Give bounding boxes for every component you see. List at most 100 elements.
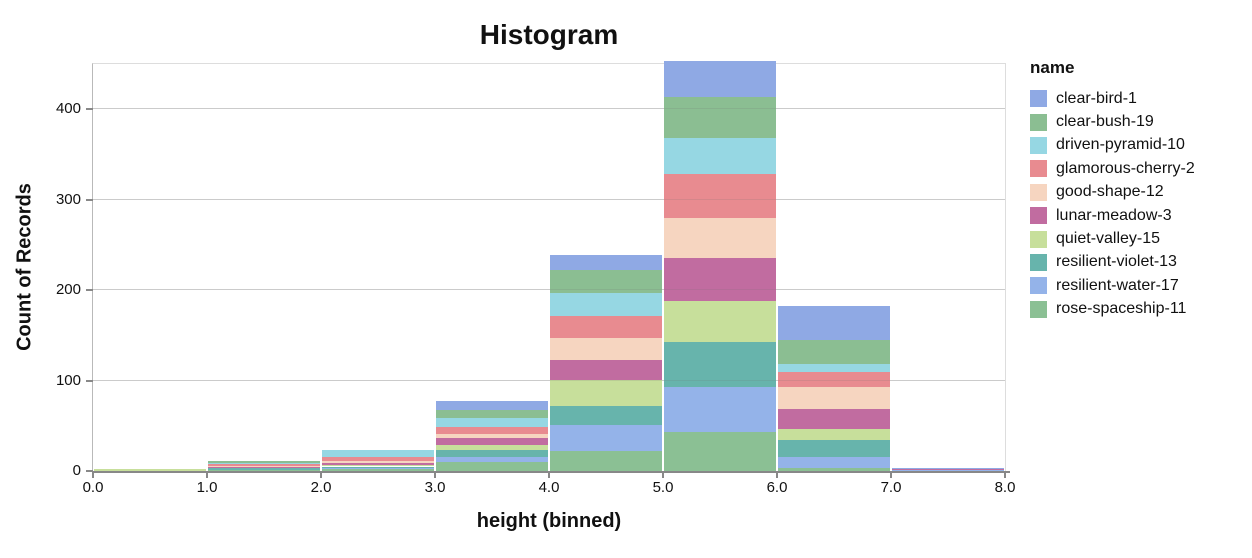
bar-segment-resilient-water-17[interactable] xyxy=(892,470,1004,471)
legend-item-resilient-water-17: resilient-water-17 xyxy=(1030,274,1195,297)
bar-segment-resilient-water-17[interactable] xyxy=(550,424,662,452)
bar-segment-glamorous-cherry-2[interactable] xyxy=(664,174,776,218)
gridline-overlay-y-300 xyxy=(93,198,1005,200)
legend: name clear-bird-1 clear-bush-19 driven-pyr… xyxy=(1030,58,1195,321)
x-tick-label-4.0: 4.0 xyxy=(538,479,560,496)
bar-segment-rose-spaceship-11[interactable] xyxy=(208,470,320,471)
bar-segment-clear-bird-1[interactable] xyxy=(550,254,662,271)
legend-swatch-resilient-violet-13 xyxy=(1030,253,1047,271)
bar-segment-glamorous-cherry-2[interactable] xyxy=(208,463,320,466)
bar-segment-lunar-meadow-3[interactable] xyxy=(550,359,662,380)
bar-segment-resilient-violet-13[interactable] xyxy=(778,440,890,457)
legend-item-rose-spaceship-11: rose-spaceship-11 xyxy=(1030,298,1195,321)
bar-segment-clear-bush-19[interactable] xyxy=(778,339,890,365)
bar-segment-quiet-valley-15[interactable] xyxy=(778,429,890,441)
bar-segment-driven-pyramid-10[interactable] xyxy=(436,417,548,427)
legend-label-rose-spaceship-11: rose-spaceship-11 xyxy=(1056,300,1187,318)
bar-segment-clear-bush-19[interactable] xyxy=(664,96,776,139)
bar-segment-resilient-violet-13[interactable] xyxy=(664,341,776,387)
legend-label-driven-pyramid-10: driven-pyramid-10 xyxy=(1056,136,1185,154)
x-tick-1.0 xyxy=(206,471,208,478)
bar-segment-resilient-violet-13[interactable] xyxy=(322,466,434,468)
bar-segment-good-shape-12[interactable] xyxy=(550,338,662,360)
bar-segment-lunar-meadow-3[interactable] xyxy=(778,408,890,430)
y-tick-label-0: 0 xyxy=(72,462,81,479)
bar-segment-lunar-meadow-3[interactable] xyxy=(322,462,434,465)
legend-label-glamorous-cherry-2: glamorous-cherry-2 xyxy=(1056,159,1195,177)
bar-segment-good-shape-12[interactable] xyxy=(436,433,548,439)
bar-segment-rose-spaceship-11[interactable] xyxy=(664,432,776,471)
bar-segment-glamorous-cherry-2[interactable] xyxy=(436,426,548,434)
bar-segment-rose-spaceship-11[interactable] xyxy=(778,468,890,471)
bar-segment-resilient-water-17[interactable] xyxy=(322,467,434,470)
legend-swatch-clear-bush-19 xyxy=(1030,113,1047,131)
y-tick-label-400: 400 xyxy=(55,100,81,118)
bar-segment-rose-spaceship-11[interactable] xyxy=(550,451,662,471)
bar-segment-resilient-violet-13[interactable] xyxy=(550,405,662,425)
bar-segment-good-shape-12[interactable] xyxy=(208,465,320,467)
legend-swatch-driven-pyramid-10 xyxy=(1030,136,1047,154)
bar-segment-glamorous-cherry-2[interactable] xyxy=(550,316,662,339)
y-tick-300 xyxy=(86,198,93,201)
bar-segment-clear-bird-1[interactable] xyxy=(892,468,1004,470)
bar-segment-quiet-valley-15[interactable] xyxy=(436,444,548,451)
bar-segment-clear-bird-1[interactable] xyxy=(436,401,548,410)
bar-segment-driven-pyramid-10[interactable] xyxy=(322,450,434,457)
bar-segment-clear-bush-19[interactable] xyxy=(550,270,662,293)
plot-area: Histogram Count of Records height (binne… xyxy=(14,19,1016,532)
bar-segment-driven-pyramid-10[interactable] xyxy=(550,292,662,317)
bar-segment-quiet-valley-15[interactable] xyxy=(208,467,320,469)
y-tick-200 xyxy=(86,289,93,292)
bar-segment-quiet-valley-15[interactable] xyxy=(550,379,662,406)
legend-item-resilient-violet-13: resilient-violet-13 xyxy=(1030,251,1195,274)
legend-label-lunar-meadow-3: lunar-meadow-3 xyxy=(1056,206,1172,224)
bar-segment-resilient-water-17[interactable] xyxy=(664,386,776,433)
bar-segment-clear-bird-1[interactable] xyxy=(664,61,776,97)
bar-segment-resilient-water-17[interactable] xyxy=(778,456,890,469)
bar-segment-good-shape-12[interactable] xyxy=(664,217,776,258)
x-tick-label-6.0: 6.0 xyxy=(766,479,788,496)
bar-segment-quiet-valley-15[interactable] xyxy=(322,464,434,467)
bar-segment-lunar-meadow-3[interactable] xyxy=(436,438,548,445)
bar-segment-rose-spaceship-11[interactable] xyxy=(436,461,548,471)
legend-label-good-shape-12: good-shape-12 xyxy=(1056,183,1164,201)
x-tick-2.0 xyxy=(320,471,322,478)
bar-segment-lunar-meadow-3[interactable] xyxy=(208,466,320,468)
bar-segment-driven-pyramid-10[interactable] xyxy=(664,138,776,175)
bar-segment-resilient-violet-13[interactable] xyxy=(436,450,548,458)
x-tick-label-0.0: 0.0 xyxy=(82,479,104,496)
bar-segment-lunar-meadow-3[interactable] xyxy=(664,257,776,301)
x-tick-3.0 xyxy=(434,471,436,478)
legend-item-driven-pyramid-10: driven-pyramid-10 xyxy=(1030,134,1195,157)
bar-segment-resilient-violet-13[interactable] xyxy=(208,468,320,471)
bar-segment-driven-pyramid-10[interactable] xyxy=(208,462,320,464)
bar-segment-driven-pyramid-10[interactable] xyxy=(778,364,890,373)
bar-segment-glamorous-cherry-2[interactable] xyxy=(778,372,890,387)
bar-segment-quiet-valley-15[interactable] xyxy=(94,469,206,471)
legend-label-resilient-water-17: resilient-water-17 xyxy=(1056,276,1179,294)
y-tick-label-200: 200 xyxy=(55,281,81,299)
y-tick-0 xyxy=(86,470,93,472)
bar-segment-clear-bush-19[interactable] xyxy=(208,461,320,463)
bar-segment-lunar-meadow-3[interactable] xyxy=(892,469,1004,471)
bar-segment-resilient-water-17[interactable] xyxy=(436,457,548,462)
x-tick-label-2.0: 2.0 xyxy=(310,479,332,496)
bar-segment-rose-spaceship-11[interactable] xyxy=(322,469,434,471)
bar-segment-quiet-valley-15[interactable] xyxy=(664,300,776,342)
legend-title: name xyxy=(1030,58,1075,77)
x-axis-domain-line xyxy=(92,471,1010,473)
chart-title: Histogram xyxy=(479,19,619,50)
y-tick-label-100: 100 xyxy=(55,371,81,389)
bar-segment-good-shape-12[interactable] xyxy=(322,461,434,463)
x-axis-title: height (binned) xyxy=(476,510,622,532)
legend-item-clear-bush-19: clear-bush-19 xyxy=(1030,110,1195,133)
bar-segment-good-shape-12[interactable] xyxy=(778,386,890,409)
bar-segment-clear-bird-1[interactable] xyxy=(778,306,890,340)
gridline-y-100 xyxy=(93,379,1005,381)
bar-segment-clear-bush-19[interactable] xyxy=(436,409,548,418)
y-tick-400 xyxy=(86,108,93,111)
bar-segment-glamorous-cherry-2[interactable] xyxy=(322,456,434,462)
x-tick-label-3.0: 3.0 xyxy=(424,479,446,496)
gridline-overlay-y-200 xyxy=(93,289,1005,291)
